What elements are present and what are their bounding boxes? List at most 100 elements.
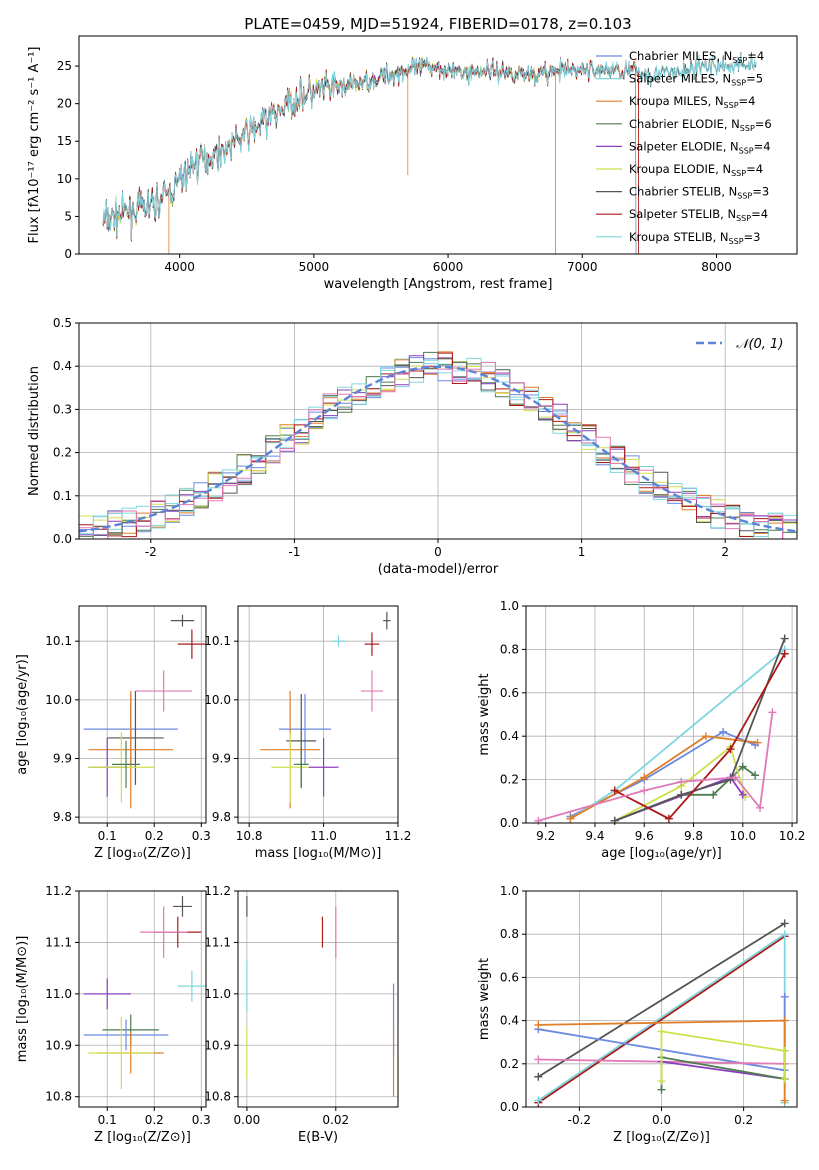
legend-label: Chabrier STELIB, NSSP=3 [629,185,769,201]
legend-nssp: =4 [754,139,771,153]
errorbar-point [278,693,332,765]
weight-point-marker [640,773,649,782]
legend-sub: SSP [731,169,746,178]
weight-point-marker [738,762,747,771]
legend-label: Kroupa STELIB, NSSP=3 [629,230,760,246]
y-tick-label: 0.0 [500,1100,519,1114]
legend-label: Salpeter MILES, NSSP=5 [629,72,763,88]
legend-label: Chabrier ELODIE, NSSP=6 [629,117,772,133]
legend-sub: SSP [736,214,751,223]
weight-point-marker [780,992,789,1001]
weight-point-marker [657,1085,666,1094]
x-tick-label: 11.0 [310,829,337,843]
y-tick-label: 10.1 [204,634,231,648]
weight-series-line [537,922,786,1078]
legend-sub: SSP [737,192,752,201]
y-tick-label: 0.5 [53,316,72,330]
y-axis-label: mass weight [477,958,492,1040]
x-tick-label: 6000 [433,260,464,274]
x-tick-label: 11.2 [385,829,412,843]
x-tick-label: 9.2 [536,829,555,843]
weight-point-marker [677,790,686,799]
spectrum-legend: Chabrier MILES, NSSP=4 Salpeter MILES, NS… [596,49,772,246]
gaussian-reference-line [78,365,798,533]
y-tick-label: 0.3 [53,402,72,416]
legend-nssp: =3 [752,185,769,199]
y-axis-label: mass [log₁₀(M/M⊙)] [15,936,30,1063]
y-axis-label: age [log₁₀(age/yr)] [15,654,30,775]
weight-point-marker [753,738,762,747]
legend-nssp: =4 [747,49,764,63]
x-tick-label: 1 [578,545,586,559]
weight-point-marker [534,1072,543,1081]
age_vs_mass-frame [237,605,399,824]
weight-point-marker [657,1077,666,1086]
y-tick-label: 0.2 [53,446,72,460]
weight-series-line [569,648,786,820]
y-tick-label: 11.1 [45,935,72,949]
legend-nssp: =4 [739,94,756,108]
x-tick-label: 0.3 [192,829,211,843]
errorbar-point [107,691,164,785]
weight-point-marker [780,634,789,643]
y-tick-label: 11.0 [45,987,72,1001]
errorbar-point [331,635,346,648]
y-tick-label: 10 [57,172,72,186]
y-tick-label: 10.9 [204,1038,231,1052]
y-tick-label: 1.0 [500,599,519,613]
x-tick-label: 0.02 [322,1113,349,1127]
weight_vs_age-frame [525,605,798,824]
weight-series-line [538,712,774,822]
x-tick-label: 0.3 [192,1113,211,1127]
y-tick-label: 11.0 [204,987,231,1001]
y-tick-label: 10.8 [204,1090,231,1104]
y-tick-label: 9.8 [53,810,72,824]
y-tick-label: 25 [57,59,72,73]
legend-sub: SSP [739,146,754,155]
x-tick-label: -0.2 [568,1113,591,1127]
x-tick-label: -1 [288,545,300,559]
weight-series-line [660,1030,786,1082]
y-tick-label: 1.0 [500,884,519,898]
mass_vs_Z-axes: 0.1 0.2 0.3 10.8 10.9 11.0 11.1 11.2 Z [log₁₀(Z/… [15,884,211,1145]
spectrum-series-line [102,56,556,240]
age_vs_Z-axes: 0.1 0.2 0.3 9.8 9.9 10.0 10.1 Z [log₁₀(Z/Z⊙)] ag… [15,606,211,861]
y-tick-label: 0.0 [500,816,519,830]
y-tick-label: 0.1 [53,489,72,503]
spectrum-series-line [102,56,556,241]
legend-label: Chabrier MILES, NSSP=4 [629,49,764,65]
legend-nssp: =4 [746,162,763,176]
weight-point-marker [610,786,619,795]
weight-point-marker [738,790,747,799]
legend-nssp: =3 [744,230,761,244]
legend-nssp: =4 [751,207,768,221]
errorbar-point [271,732,309,803]
legend-label: Kroupa MILES, NSSP=4 [629,94,755,110]
weight-point-marker [731,773,740,782]
y-tick-label: 0.4 [53,359,72,373]
errorbar-point [88,732,155,803]
x-axis-label: (data-model)/error [378,562,499,577]
y-tick-label: 0.4 [500,1014,519,1028]
y-tick-label: 0.2 [500,1057,519,1071]
residuals-axes: -2 -1 0 1 2 0.0 0.1 0.2 0.3 0.4 0.5 (data-model)/er… [27,316,797,577]
x-tick-label: 9.8 [684,829,703,843]
x-tick-label: 0.1 [98,1113,117,1127]
x-axis-label: Z [log₁₀(Z/Z⊙)] [94,846,191,861]
weight-point-marker [534,816,543,825]
y-tick-label: 10.1 [45,634,72,648]
legend-sub: SSP [740,124,755,133]
weight-series-line [614,745,747,822]
weight_vs_Z-frame [525,890,798,1108]
x-tick-label: 8000 [701,260,732,274]
weight-point-marker [677,777,686,786]
x-tick-label: 4000 [164,260,195,274]
weight-point-marker [709,790,718,799]
weight-point-marker [534,1055,543,1064]
legend-label: Kroupa ELODIE, NSSP=4 [629,162,763,178]
mass_vs_ebv-frame [237,890,399,1108]
x-tick-label: 9.4 [585,829,604,843]
weight-point-marker [726,745,735,754]
residuals-frame [78,322,798,540]
